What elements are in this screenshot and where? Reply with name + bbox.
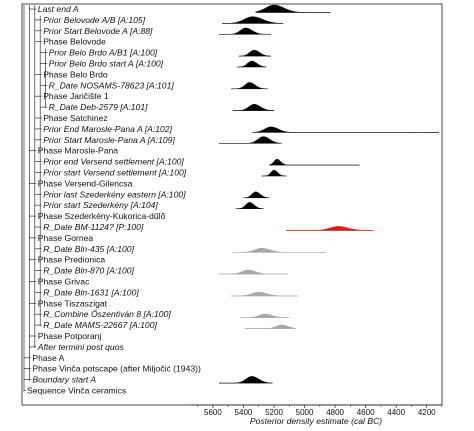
density-curve <box>245 324 296 329</box>
x-tick-label: 5000 <box>296 408 314 417</box>
x-axis-title: Posterior density estimate (cal BC) <box>250 416 382 426</box>
row-label: Phase Grivac <box>38 277 90 287</box>
row-label: R_Combine Őszentiván 8 [A:100] <box>43 309 171 319</box>
x-tick-label: 5600 <box>204 408 222 417</box>
density-curve <box>232 103 275 111</box>
row-label: After termini post quos <box>37 342 125 352</box>
model-brackets <box>23 5 48 392</box>
row-label: Phase Marosle-Pana <box>38 146 118 156</box>
density-curve <box>232 248 326 253</box>
row-label: Phase Vinča potscape (after Miljočić (19… <box>32 364 201 374</box>
density-curve <box>222 16 284 24</box>
x-tick-label: 4800 <box>326 408 344 417</box>
row-label: Prior Belo Brdo start A [A:100] <box>49 59 164 69</box>
density-curve <box>255 4 331 13</box>
row-label: Phase Tiszaszigat <box>38 298 108 308</box>
row-label: Phase Predionica <box>38 255 106 265</box>
density-curve <box>243 191 270 198</box>
row-label: Prior Belo Brdo A/B1 [A:100] <box>49 48 158 58</box>
density-curve <box>238 49 272 57</box>
row-label: Prior Start Marosle-Pana A [A:109] <box>43 135 175 145</box>
row-label: Phase Belovode <box>43 37 106 47</box>
row-label: Prior last Szederkény eastern [A:100] <box>43 189 186 199</box>
density-curve <box>219 136 282 144</box>
row-label: R_Date BM-1124? [P:100] <box>43 222 144 232</box>
density-curve <box>261 169 287 177</box>
row-label: Phase Gornea <box>38 233 94 243</box>
x-tick-label: 4600 <box>357 408 375 417</box>
row-label: Prior start Szederkény [A:104] <box>43 200 158 210</box>
row-label: Phase Versend-Gilencsa <box>38 178 133 188</box>
distribution-curves <box>219 4 439 384</box>
density-curve <box>219 376 273 384</box>
row-label: Prior end Versend settlement [A:100] <box>43 157 184 167</box>
density-curve <box>231 82 268 89</box>
x-tick-label: 5200 <box>265 408 283 417</box>
row-label: Phase Szederkény-Kukorica-dűlő <box>38 211 166 221</box>
density-curve <box>219 27 271 35</box>
row-label: Phase Potporanj <box>38 331 102 341</box>
row-label: Prior Belovode A/B [A:105] <box>43 15 146 25</box>
density-curve <box>219 269 288 275</box>
row-label: Phase Belo Brdo <box>43 69 108 79</box>
x-tick-label: 4200 <box>418 408 436 417</box>
density-curve <box>235 202 264 209</box>
density-curve <box>269 158 360 166</box>
density-curve <box>252 126 439 133</box>
row-label: Sequence Vinča ceramics <box>27 386 126 396</box>
x-axis: 5600 5400 5200 5000 4800 4600 4400 4200 <box>190 404 443 417</box>
row-label: Prior End Marosle-Pana A [A:102] <box>43 124 172 134</box>
row-label: R_Date Bln-1631 [A:100] <box>43 287 139 297</box>
density-curve <box>286 226 374 231</box>
row-label: R_Date Deb-2579 [A:101] <box>49 102 149 112</box>
x-tick-label: 4400 <box>387 408 405 417</box>
row-label: Prior start Versend settlement [A:100] <box>43 168 187 178</box>
density-curve <box>231 292 299 297</box>
density-curve <box>240 313 290 318</box>
density-curve <box>237 60 267 68</box>
row-label: Phase Satchinez <box>43 113 108 123</box>
row-label: Boundary start A <box>32 375 96 385</box>
row-label: Phase A <box>32 353 64 363</box>
row-label: Phase Jaričište 1 <box>43 91 109 101</box>
x-tick-label: 5400 <box>235 408 253 417</box>
row-label: Prior Start Belovode A [A:88] <box>43 26 153 36</box>
row-label: R_Date Bln-870 [A:100] <box>43 266 134 276</box>
row-label: Last end A <box>38 4 79 14</box>
row-label: R_Date MAMS-22667 [A:100] <box>43 320 157 330</box>
row-label: R_Date NOSAMS-78623 [A:101] <box>49 80 175 90</box>
row-label: R_Date Bln-435 [A:100] <box>43 244 134 254</box>
